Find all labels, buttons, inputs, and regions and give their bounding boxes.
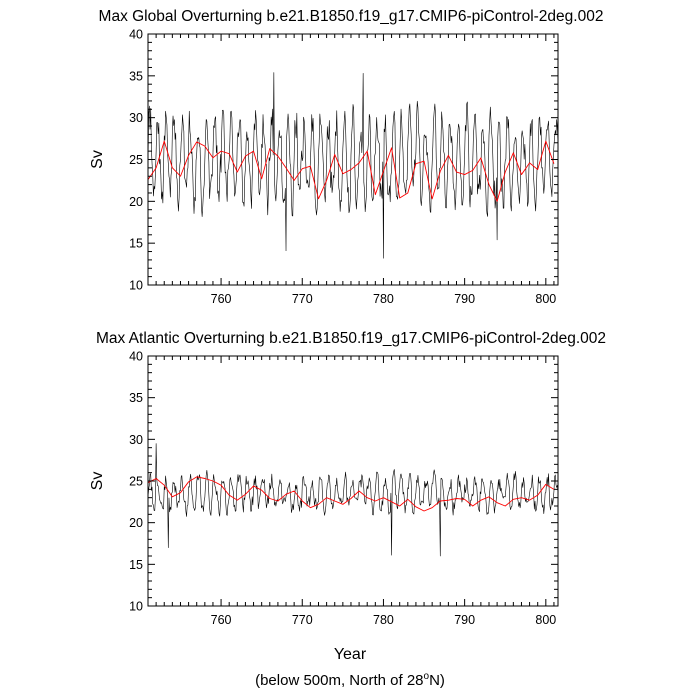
tick-marks bbox=[147, 33, 558, 286]
atlantic-overturning-panel: Max Atlantic Overturning b.e21.B1850.f19… bbox=[89, 330, 606, 663]
annual-series-group bbox=[147, 140, 555, 202]
y-axis-label: Sv bbox=[89, 472, 106, 491]
y-tick-label: 25 bbox=[129, 475, 143, 489]
x-tick-label: 760 bbox=[211, 613, 232, 627]
monthly-series-group bbox=[147, 443, 559, 557]
monthly-series-line bbox=[147, 443, 559, 557]
monthly-series-group bbox=[147, 72, 559, 259]
y-tick-label: 10 bbox=[129, 279, 143, 293]
footnote-suffix: N) bbox=[429, 672, 445, 689]
x-tick-label: 790 bbox=[454, 613, 475, 627]
y-tick-label: 35 bbox=[129, 391, 143, 405]
y-tick-label: 20 bbox=[129, 516, 143, 530]
y-tick-label: 40 bbox=[129, 28, 143, 42]
chart-title: Max Global Overturning b.e21.B1850.f19_g… bbox=[99, 8, 604, 25]
y-tick-labels: 10 15 20 25 30 35 40 bbox=[129, 28, 143, 293]
x-tick-label: 770 bbox=[292, 613, 313, 627]
monthly-series-line bbox=[147, 72, 559, 259]
y-tick-label: 15 bbox=[129, 558, 143, 572]
x-tick-label: 800 bbox=[535, 292, 556, 306]
annual-series-line bbox=[147, 476, 555, 512]
plot-frame bbox=[147, 33, 559, 286]
x-tick-labels: 760 770 780 790 800 bbox=[211, 613, 557, 627]
annual-series-line bbox=[147, 140, 555, 202]
x-tick-label: 770 bbox=[292, 292, 313, 306]
footnote-prefix: (below 500m, North of 28 bbox=[255, 672, 423, 689]
x-tick-label: 760 bbox=[211, 292, 232, 306]
y-axis-label: Sv bbox=[89, 150, 106, 169]
x-tick-label: 790 bbox=[454, 292, 475, 306]
y-tick-label: 15 bbox=[129, 237, 143, 251]
y-tick-label: 35 bbox=[129, 69, 143, 83]
y-tick-label: 40 bbox=[129, 350, 143, 364]
y-tick-label: 20 bbox=[129, 195, 143, 209]
tick-marks bbox=[147, 355, 558, 607]
footnote: (below 500m, North of 28oN) bbox=[255, 671, 445, 689]
x-axis-label: Year bbox=[334, 646, 367, 663]
chart-title: Max Atlantic Overturning b.e21.B1850.f19… bbox=[96, 330, 606, 347]
footnote-superscript: o bbox=[424, 671, 430, 682]
plot-frame bbox=[147, 355, 559, 607]
annual-series-group bbox=[147, 476, 555, 512]
x-tick-label: 780 bbox=[373, 292, 394, 306]
y-tick-labels: 10 15 20 25 30 35 40 bbox=[129, 350, 143, 614]
global-overturning-panel: Max Global Overturning b.e21.B1850.f19_g… bbox=[89, 8, 603, 306]
y-tick-label: 10 bbox=[129, 600, 143, 614]
x-tick-label: 800 bbox=[535, 613, 556, 627]
x-tick-labels: 760 770 780 790 800 bbox=[211, 292, 557, 306]
x-tick-label: 780 bbox=[373, 613, 394, 627]
y-tick-label: 30 bbox=[129, 433, 143, 447]
y-tick-label: 30 bbox=[129, 111, 143, 125]
y-tick-label: 25 bbox=[129, 153, 143, 167]
